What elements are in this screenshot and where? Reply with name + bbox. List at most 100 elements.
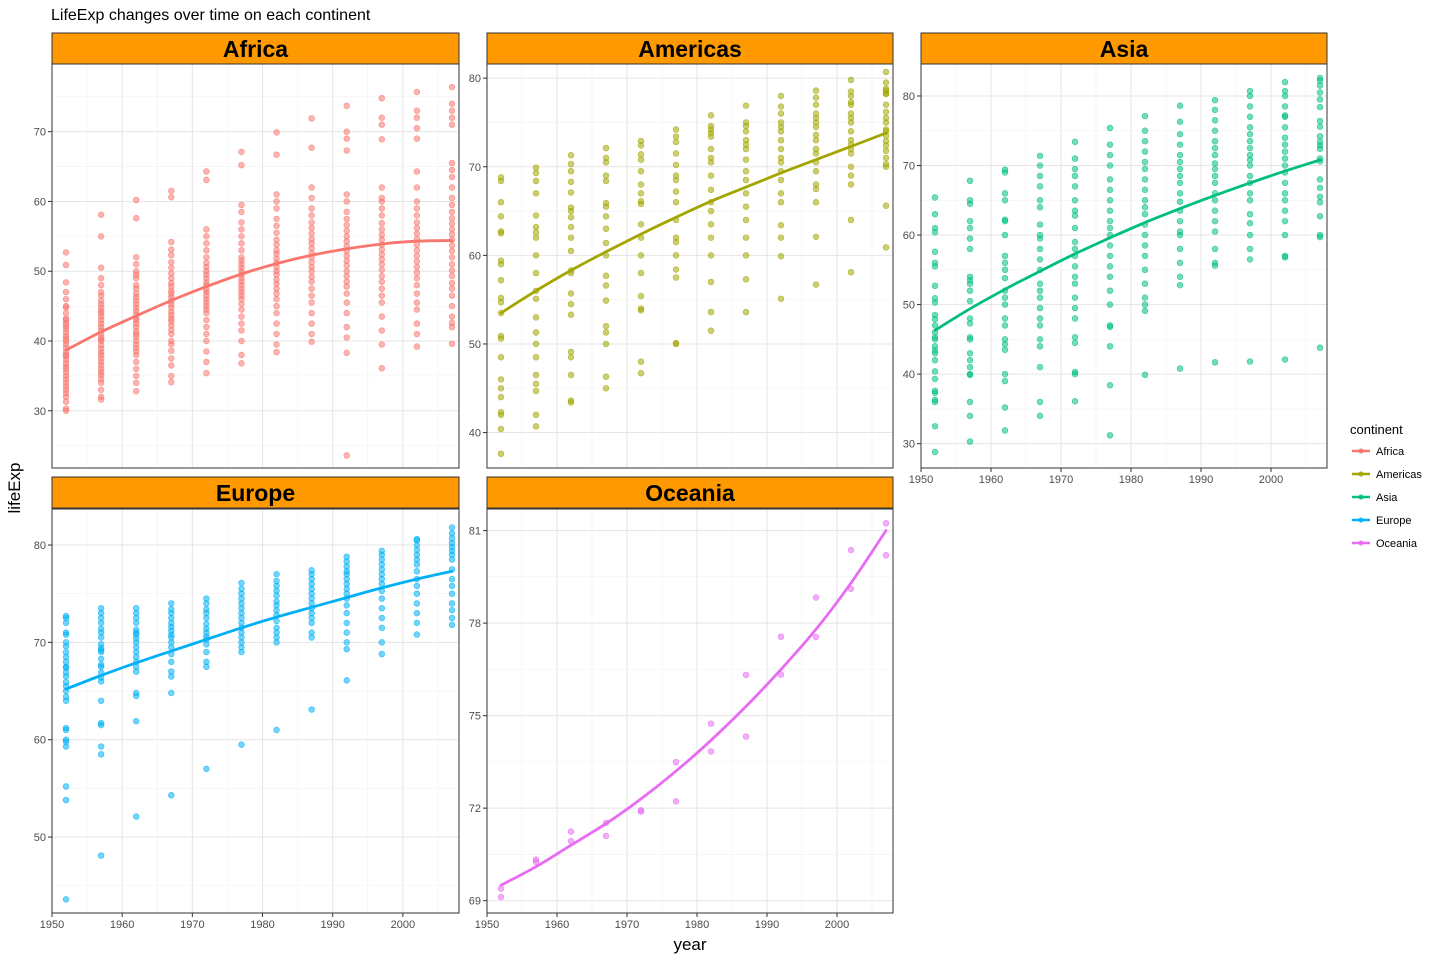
- chart-title: LifeExp changes over time on each contin…: [51, 7, 371, 24]
- data-point: [742, 252, 750, 259]
- data-point: [1316, 138, 1324, 146]
- data-point: [882, 202, 890, 209]
- data-point: [847, 88, 855, 95]
- data-point: [133, 268, 140, 275]
- data-point: [168, 194, 175, 201]
- data-point: [203, 648, 210, 656]
- data-point: [238, 161, 245, 169]
- data-point: [1106, 382, 1114, 389]
- data-point: [238, 351, 245, 359]
- data-point: [497, 425, 505, 433]
- data-point: [1246, 151, 1254, 159]
- data-point: [497, 393, 505, 401]
- data-point: [168, 347, 175, 354]
- data-point: [1141, 137, 1149, 145]
- data-point: [413, 224, 421, 232]
- points-oceania: [497, 519, 890, 901]
- data-point: [62, 315, 70, 322]
- data-point: [1106, 176, 1114, 183]
- x-tick-label: 1960: [979, 474, 1003, 486]
- data-point: [413, 168, 421, 175]
- data-point: [742, 128, 750, 135]
- data-point: [1141, 231, 1149, 239]
- data-point: [931, 259, 939, 267]
- data-point: [1246, 245, 1254, 253]
- data-point: [448, 215, 456, 222]
- data-point: [1281, 148, 1289, 155]
- data-point: [707, 172, 715, 179]
- data-point: [378, 114, 386, 121]
- x-tick-label: 1960: [545, 919, 569, 931]
- data-point: [777, 295, 785, 302]
- data-point: [308, 309, 315, 317]
- data-point: [238, 313, 245, 320]
- data-point: [62, 295, 70, 303]
- data-point: [1071, 263, 1079, 270]
- facet-strip-africa: [51, 32, 460, 65]
- data-point: [1281, 87, 1289, 95]
- data-point: [133, 379, 140, 387]
- data-point: [1281, 103, 1289, 110]
- data-point: [448, 166, 456, 174]
- data-point: [1316, 344, 1324, 351]
- data-point: [966, 235, 974, 242]
- data-point: [448, 261, 456, 268]
- data-point: [1106, 252, 1114, 260]
- data-point: [203, 765, 210, 773]
- data-point: [1246, 144, 1254, 152]
- data-point: [532, 252, 540, 259]
- data-point: [1001, 404, 1009, 411]
- data-point: [308, 320, 315, 327]
- data-point: [532, 177, 540, 185]
- facet-panels: Africa 30 40 50 60 70 Americas 40 50 60 70 80 Asia 30…: [34, 32, 1328, 931]
- data-point: [931, 448, 939, 456]
- data-point: [532, 212, 540, 219]
- data-point: [931, 295, 939, 302]
- data-point: [1281, 356, 1289, 363]
- data-point: [966, 438, 974, 445]
- data-point: [97, 386, 105, 394]
- data-point: [273, 309, 280, 317]
- data-point: [777, 190, 785, 197]
- data-point: [448, 100, 456, 107]
- y-tick-label: 80: [903, 91, 915, 103]
- data-point: [413, 258, 421, 265]
- data-point: [777, 92, 785, 100]
- data-point: [343, 299, 350, 306]
- data-point: [378, 212, 386, 219]
- data-point: [133, 365, 140, 373]
- data-point: [812, 633, 820, 641]
- data-point: [273, 198, 280, 205]
- x-tick-label: 1970: [615, 919, 639, 931]
- data-point: [1071, 138, 1079, 146]
- y-tick-label: 78: [469, 618, 481, 630]
- data-point: [1281, 141, 1289, 148]
- data-point: [1211, 207, 1219, 214]
- data-point: [567, 189, 575, 196]
- data-point: [1246, 103, 1254, 110]
- data-point: [343, 639, 350, 646]
- data-point: [133, 388, 140, 395]
- data-point: [1316, 231, 1324, 239]
- data-point: [1071, 334, 1079, 341]
- data-point: [308, 338, 315, 345]
- data-point: [567, 247, 575, 255]
- data-point: [812, 594, 820, 601]
- data-point: [308, 224, 315, 232]
- data-point: [742, 733, 750, 740]
- y-tick-label: 70: [469, 162, 481, 174]
- data-point: [567, 223, 575, 231]
- data-point: [1246, 220, 1254, 227]
- data-point: [1281, 124, 1289, 131]
- data-point: [413, 114, 421, 121]
- data-point: [1001, 259, 1009, 267]
- data-point: [1001, 231, 1009, 239]
- data-point: [1036, 336, 1044, 343]
- data-point: [413, 320, 421, 327]
- data-point: [1211, 245, 1219, 253]
- data-point: [448, 201, 456, 209]
- data-point: [308, 567, 315, 574]
- data-point: [672, 798, 680, 805]
- data-point: [343, 309, 350, 317]
- data-point: [931, 224, 939, 232]
